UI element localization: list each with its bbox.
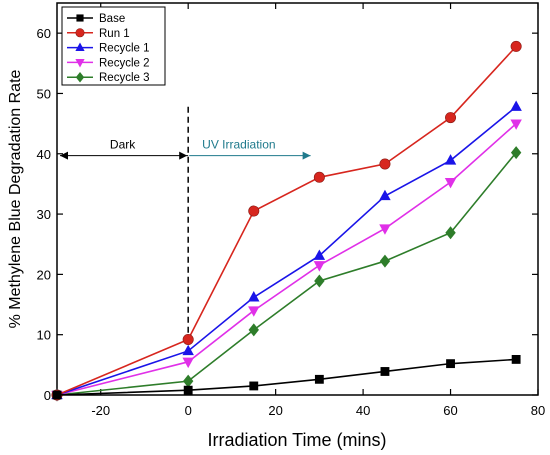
y-tick-label: 30 xyxy=(37,207,51,222)
x-tick-label: 20 xyxy=(268,403,282,418)
series-run-1 xyxy=(51,40,522,401)
data-point-recycle-3 xyxy=(182,374,194,388)
data-point-recycle-3 xyxy=(248,323,259,337)
data-point-recycle-2 xyxy=(248,306,260,317)
x-tick-label: 60 xyxy=(443,403,457,418)
data-point-recycle-1 xyxy=(248,291,260,302)
y-tick-label: 10 xyxy=(37,328,51,343)
data-point-run-1 xyxy=(313,171,325,183)
data-point-base xyxy=(183,385,193,395)
y-tick-label: 40 xyxy=(37,147,51,162)
data-point-base xyxy=(446,359,455,369)
dark-arrow-head-right xyxy=(179,151,188,160)
y-tick-label: 50 xyxy=(37,86,51,101)
x-tick-label: 40 xyxy=(356,403,370,418)
legend-label-recycle-2: Recycle 2 xyxy=(99,57,150,69)
data-point-base xyxy=(380,367,390,376)
legend-label-recycle-1: Recycle 1 xyxy=(99,43,150,55)
y-axis-label: % Methylene Blue Degradation Rate xyxy=(7,69,24,328)
uv-irradiation-label: UV Irradiation xyxy=(202,138,275,152)
x-tick-label: -20 xyxy=(91,403,110,418)
data-point-recycle-3 xyxy=(379,254,391,268)
data-point-recycle-2 xyxy=(379,224,391,235)
plot-frame xyxy=(56,2,539,396)
data-point-base xyxy=(249,381,259,391)
y-tick-label: 0 xyxy=(44,388,51,403)
data-point-recycle-1 xyxy=(182,344,194,356)
legend-marker-base xyxy=(76,14,84,22)
uv-arrow-head xyxy=(302,151,311,160)
legend-marker-recycle-2 xyxy=(75,59,85,68)
data-point-recycle-3 xyxy=(314,274,325,288)
series-line-run-1 xyxy=(56,45,517,396)
legend: Base Run 1 Recycle 1 Recycle 2 Recycle 3 xyxy=(61,6,166,86)
data-point-run-1 xyxy=(445,112,457,124)
data-point-run-1 xyxy=(379,158,391,170)
data-point-recycle-2 xyxy=(313,261,326,272)
x-axis-label: Irradiation Time (mins) xyxy=(207,430,386,450)
x-tick-label: 0 xyxy=(185,403,192,418)
legend-marker-recycle-1 xyxy=(75,42,85,51)
legend-marker-run-1 xyxy=(75,28,85,38)
x-tick-label: 80 xyxy=(531,403,545,418)
data-point-base xyxy=(511,354,521,364)
legend-label-run-1: Run 1 xyxy=(99,28,130,40)
series-group xyxy=(51,40,522,402)
data-point-base xyxy=(314,374,324,384)
data-point-recycle-1 xyxy=(379,189,391,201)
data-point-run-1 xyxy=(248,205,260,217)
dark-label: Dark xyxy=(110,138,136,152)
data-point-run-1 xyxy=(510,40,522,52)
y-tick-label: 20 xyxy=(37,267,51,282)
data-point-recycle-2 xyxy=(444,177,457,189)
data-point-recycle-1 xyxy=(444,154,457,165)
annotations: Dark UV Irradiation xyxy=(60,106,311,340)
y-tick-label: 60 xyxy=(37,26,51,41)
legend-label-base: Base xyxy=(99,13,125,25)
series-base xyxy=(52,354,521,400)
legend-label-recycle-3: Recycle 3 xyxy=(99,72,150,84)
data-point-recycle-1 xyxy=(510,100,522,111)
legend-marker-recycle-3 xyxy=(75,71,85,83)
data-point-recycle-3 xyxy=(445,226,456,240)
data-point-recycle-2 xyxy=(182,357,194,369)
data-point-recycle-1 xyxy=(313,249,326,260)
dark-arrow-head-left xyxy=(60,151,68,160)
series-line-recycle-3 xyxy=(56,152,517,396)
data-point-recycle-2 xyxy=(510,119,522,130)
data-point-base xyxy=(52,390,62,400)
data-point-run-1 xyxy=(182,334,194,346)
data-point-recycle-3 xyxy=(510,146,522,160)
